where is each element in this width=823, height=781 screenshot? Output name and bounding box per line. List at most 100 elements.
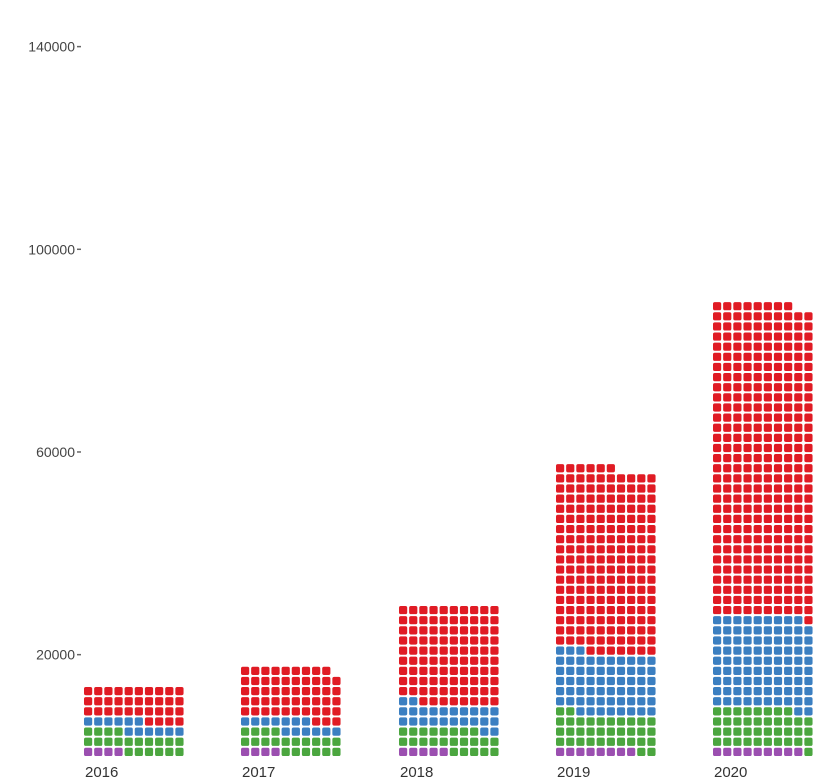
waffle-dot [794, 687, 803, 696]
waffle-dot [723, 352, 732, 361]
waffle-dot [281, 697, 290, 706]
waffle-dot [419, 656, 428, 665]
waffle-dot [753, 524, 762, 534]
waffle-dot [556, 717, 565, 726]
waffle-dot [773, 646, 783, 655]
waffle-dot [616, 626, 626, 635]
waffle-dot [616, 605, 626, 615]
waffle-dot [439, 616, 448, 625]
waffle-dot [134, 707, 143, 716]
waffle-dot [312, 727, 321, 736]
waffle-dot [281, 717, 290, 726]
waffle-dot [606, 636, 615, 645]
waffle-dot [773, 484, 783, 493]
waffle-dot [804, 352, 813, 361]
waffle-dot [576, 737, 585, 746]
waffle-dot [763, 423, 772, 432]
waffle-dot [586, 595, 595, 605]
waffle-dot [490, 707, 499, 716]
waffle-dot [241, 697, 250, 706]
waffle-dot [175, 687, 184, 696]
waffle-dot [773, 413, 783, 422]
waffle-dot [763, 514, 772, 524]
waffle-dot [251, 707, 260, 716]
waffle-dot [596, 504, 605, 513]
waffle-dot [637, 727, 646, 736]
waffle-dot [429, 616, 438, 625]
waffle-dot [773, 474, 783, 483]
waffle-dot [763, 687, 772, 696]
waffle-dot [399, 626, 408, 635]
waffle-dot [733, 565, 742, 574]
waffle-dot [291, 727, 300, 736]
waffle-dot [627, 545, 636, 554]
waffle-dot [753, 605, 762, 615]
waffle-dot [733, 372, 742, 382]
waffle-dot [794, 717, 803, 726]
waffle-dot [763, 433, 772, 442]
waffle-dot [566, 666, 575, 675]
waffle-dot [627, 747, 636, 756]
waffle-dot [470, 626, 479, 635]
waffle-dot [753, 666, 762, 675]
waffle-dot [241, 676, 250, 686]
waffle-dot [616, 585, 626, 594]
waffle-dot [804, 747, 813, 756]
waffle-dot [606, 616, 615, 625]
waffle-dot [733, 636, 742, 645]
waffle-dot [713, 727, 722, 736]
waffle-dot [281, 727, 290, 736]
waffle-dot [480, 727, 489, 736]
waffle-dot [419, 605, 428, 615]
waffle-dot [419, 646, 428, 655]
waffle-dot [576, 687, 585, 696]
waffle-dot [804, 413, 813, 422]
waffle-dot [723, 697, 732, 706]
waffle-dot [470, 646, 479, 655]
waffle-dot [627, 707, 636, 716]
waffle-dot [409, 666, 418, 675]
waffle-dot [124, 727, 133, 736]
waffle-dot [733, 484, 742, 493]
waffle-dot [114, 697, 123, 706]
waffle-dot [743, 484, 752, 493]
waffle-dot [251, 717, 260, 726]
waffle-dot [713, 413, 722, 422]
waffle-dot [586, 514, 595, 524]
waffle-dot [596, 595, 605, 605]
waffle-dot [616, 676, 626, 686]
waffle-dot [606, 747, 615, 756]
waffle-dot [804, 322, 813, 331]
waffle-dot [480, 666, 489, 675]
waffle-dot [743, 423, 752, 432]
waffle-dot [743, 555, 752, 564]
waffle-dot [647, 626, 656, 635]
waffle-dot [784, 697, 793, 706]
waffle-dot [713, 474, 722, 483]
waffle-dot [124, 707, 133, 716]
waffle-dot [301, 697, 311, 706]
waffle-dot [733, 727, 742, 736]
waffle-dot [784, 322, 793, 331]
waffle-dot [606, 687, 615, 696]
waffle-dot [804, 656, 813, 665]
waffle-dot [794, 362, 803, 372]
waffle-dot [637, 707, 646, 716]
waffle-dot [723, 332, 732, 341]
waffle-dot [763, 666, 772, 675]
waffle-dot [470, 605, 479, 615]
waffle-dot [804, 626, 813, 635]
waffle-dot [459, 687, 469, 696]
waffle-dot [784, 302, 793, 311]
waffle-dot [804, 616, 813, 625]
waffle-dot [449, 747, 458, 756]
waffle-dot [733, 717, 742, 726]
waffle-dot [261, 717, 270, 726]
waffle-dot [753, 697, 762, 706]
waffle-dot [470, 636, 479, 645]
waffle-dot [556, 524, 565, 534]
waffle-dot [312, 687, 321, 696]
waffle-dot [490, 605, 499, 615]
waffle-dot [566, 626, 575, 635]
waffle-dot [586, 464, 595, 473]
